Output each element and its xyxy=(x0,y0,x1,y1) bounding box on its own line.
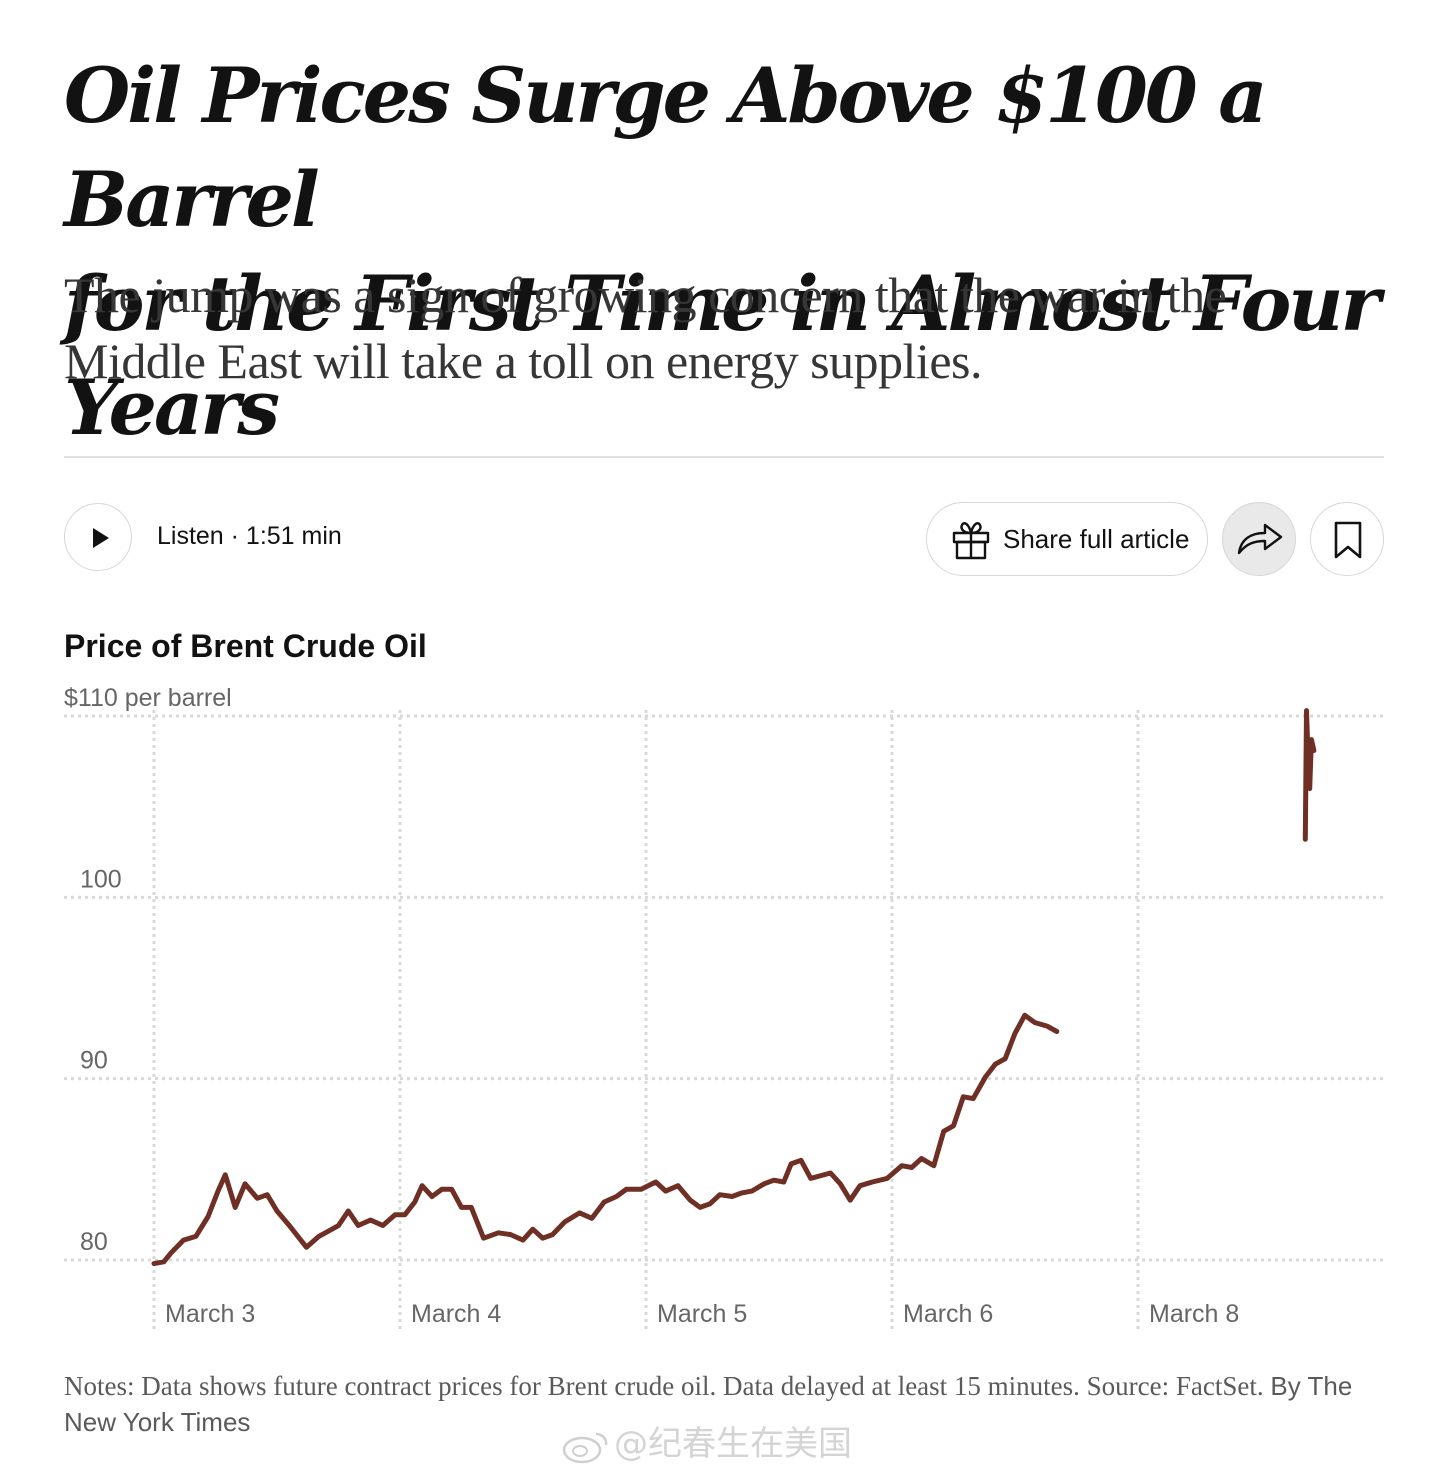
listen-duration: Listen · 1:51 min xyxy=(157,522,342,550)
byline: By The New York Times xyxy=(64,1371,1353,1437)
y-tick-label-3: 80 xyxy=(80,1228,108,1256)
play-button[interactable] xyxy=(64,503,132,571)
x-tick-label-0: March 3 xyxy=(165,1300,255,1328)
y-tick-label-1: 100 xyxy=(80,865,122,893)
forward-arrow-icon xyxy=(1237,523,1283,555)
share-label: Share full article xyxy=(1003,524,1190,554)
x-tick-label-2: March 5 xyxy=(657,1300,747,1328)
gift-icon xyxy=(952,522,990,560)
notes-text: Notes: Data shows future contract prices… xyxy=(64,1371,1264,1401)
headline-line-2: for the First Time in Almost Four Years xyxy=(64,259,1381,452)
save-bookmark-button[interactable] xyxy=(1310,502,1384,576)
divider xyxy=(64,456,1384,458)
share-full-article-button[interactable]: Share full article xyxy=(926,502,1208,576)
play-icon xyxy=(93,528,109,548)
price-chart: $110 per barrel 100 90 80 March 3 March 4 Marc… xyxy=(64,684,1384,1330)
x-tick-label-1: March 4 xyxy=(411,1300,501,1328)
y-tick-label-2: 90 xyxy=(80,1047,108,1075)
series-line-1 xyxy=(1302,708,1317,842)
headline-line-1: Oil Prices Surge Above $100 a Barrel xyxy=(64,51,1267,244)
share-forward-button[interactable] xyxy=(1222,502,1296,576)
chart-notes: Notes: Data shows future contract prices… xyxy=(64,1368,1394,1440)
bookmark-icon xyxy=(1334,521,1362,559)
watermark-text: @纪春生在美国 xyxy=(614,1424,852,1464)
weibo-logo-icon xyxy=(562,1432,608,1463)
y-tick-label-0: $110 per barrel xyxy=(64,684,232,712)
chart-title: Price of Brent Crude Oil xyxy=(64,628,427,664)
watermark: @纪春生在美国 xyxy=(562,1422,852,1466)
series-line-0 xyxy=(151,1012,1060,1267)
article-summary: The jump was a sign of growing concern t… xyxy=(64,267,1227,389)
headline: Oil Prices Surge Above $100 a Barrel for… xyxy=(64,44,1404,460)
x-tick-label-4: March 8 xyxy=(1149,1300,1239,1328)
x-tick-label-3: March 6 xyxy=(903,1300,993,1328)
